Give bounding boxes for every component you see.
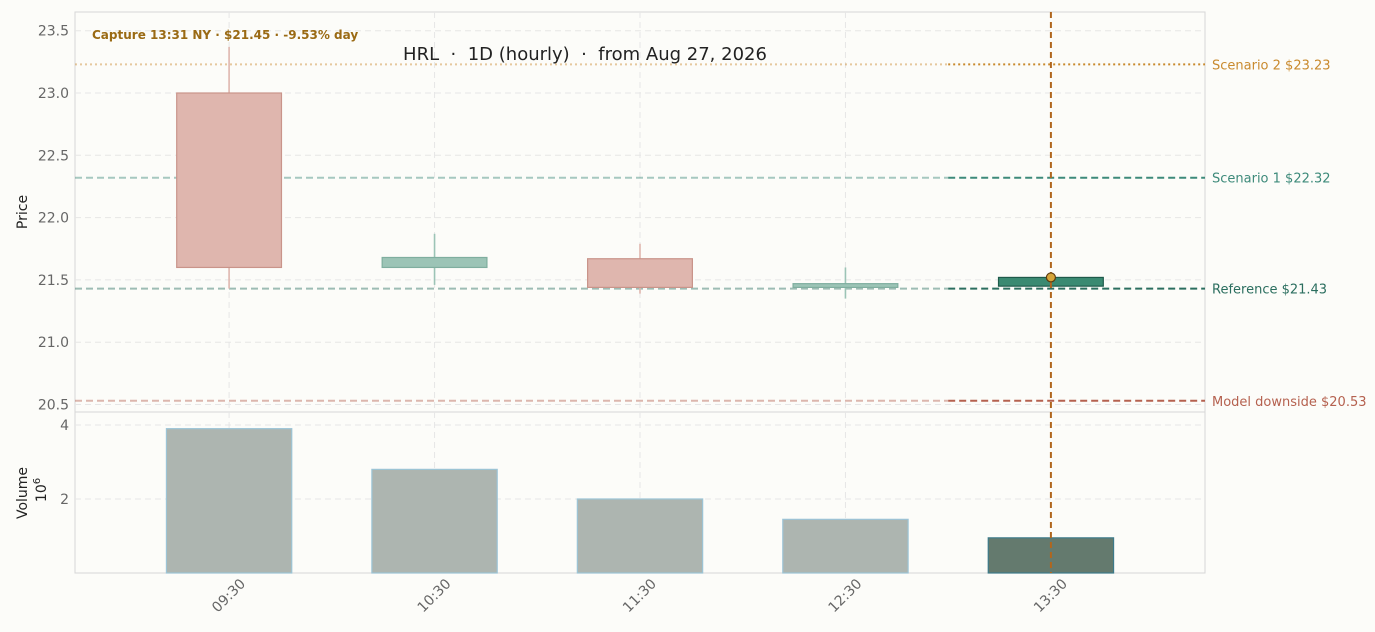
candle-body [381, 256, 488, 269]
level-label: Scenario 1 $22.32 [1212, 172, 1331, 187]
price-axis-label: Price [15, 195, 31, 229]
volume-bar [576, 498, 704, 574]
candle-body [587, 258, 693, 288]
volume-unit-exponent: 6 [32, 478, 43, 484]
volume-axis-label: Volume [15, 467, 31, 519]
x-tick-label: 10:30 [415, 576, 455, 616]
x-tick-label: 09:30 [209, 576, 249, 616]
price-tick-label: 22.0 [38, 211, 69, 227]
level-label: Model downside $20.53 [1212, 395, 1367, 410]
volume-bar [782, 518, 909, 574]
price-tick-label: 22.5 [38, 148, 69, 164]
price-tick-label: 21.5 [38, 273, 69, 289]
x-tick-label: 12:30 [826, 576, 866, 616]
price-tick-label: 21.0 [38, 335, 69, 351]
x-tick-label: 13:30 [1031, 576, 1071, 616]
volume-tick-label: 4 [60, 418, 69, 434]
candle-body [176, 92, 283, 269]
price-marker [1045, 272, 1057, 283]
x-tick-label: 11:30 [620, 576, 660, 616]
volume-bar [165, 428, 293, 574]
price-tick-label: 23.0 [38, 86, 69, 102]
candle-body [792, 283, 899, 288]
level-label: Reference $21.43 [1212, 283, 1327, 298]
level-label: Scenario 2 $23.23 [1212, 58, 1331, 73]
volume-tick-label: 2 [60, 492, 69, 508]
price-tick-label: 20.5 [38, 398, 69, 414]
chart-title: HRL · 1D (hourly) · from Aug 27, 2026 [403, 44, 767, 65]
volume-axis-unit: 106 [32, 478, 50, 502]
price-tick-label: 23.5 [38, 24, 69, 40]
volume-bar [371, 468, 498, 574]
capture-annotation: Capture 13:31 NY · $21.45 · -9.53% day [92, 28, 358, 42]
